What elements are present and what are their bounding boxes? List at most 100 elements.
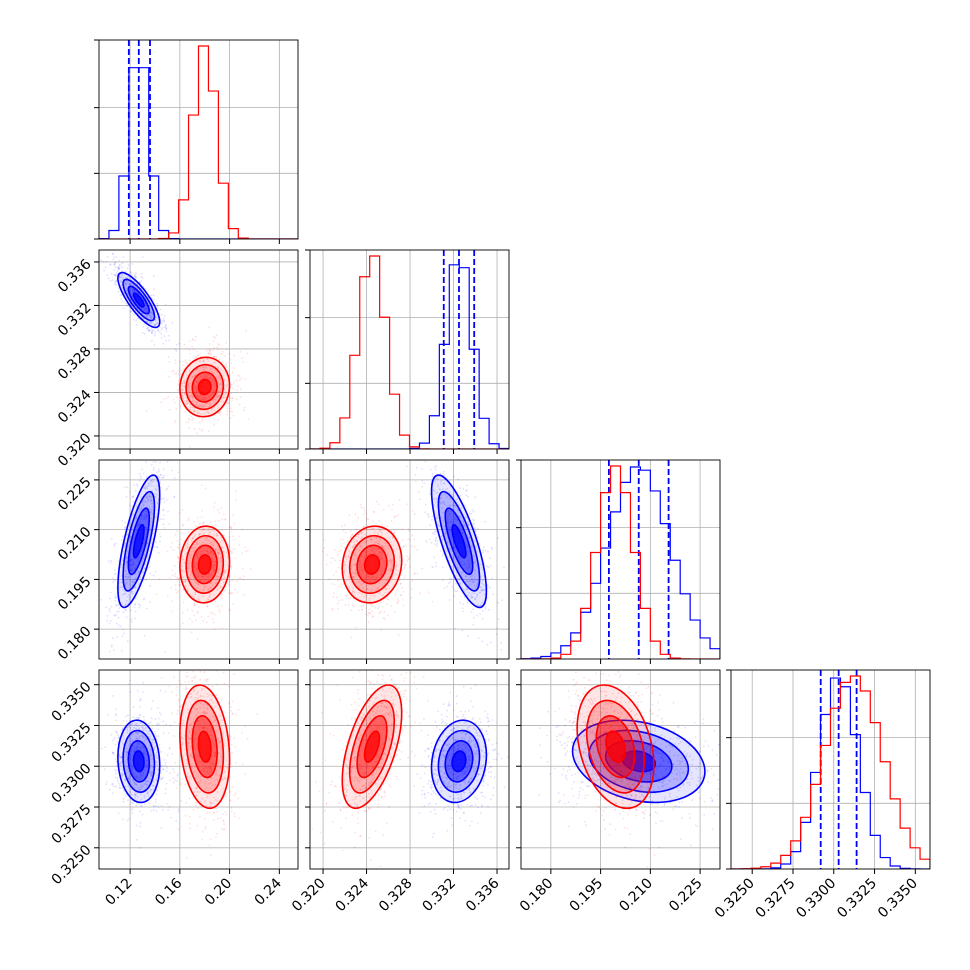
sample-point	[474, 560, 477, 563]
sample-point	[203, 399, 206, 402]
sample-point	[214, 382, 217, 385]
sample-point	[214, 549, 217, 552]
sample-point	[128, 504, 131, 507]
sample-point	[378, 529, 381, 532]
contour-line	[127, 285, 151, 315]
sample-point	[207, 598, 209, 601]
sample-point	[158, 330, 161, 333]
sample-point	[221, 529, 224, 532]
sample-point	[194, 581, 197, 584]
sample-point	[197, 405, 200, 408]
sample-point	[163, 320, 165, 322]
sample-point	[195, 788, 198, 791]
sample-point	[132, 561, 135, 564]
sample-point	[138, 523, 141, 525]
sample-point	[133, 290, 136, 293]
sample-point	[134, 731, 137, 734]
sample-point	[137, 725, 140, 728]
sample-point	[193, 521, 195, 523]
y-tick-label: 0.320	[55, 430, 95, 470]
sample-point	[190, 578, 193, 581]
sample-point	[378, 551, 381, 554]
sample-point	[196, 630, 198, 632]
sample-point	[135, 518, 138, 520]
sample-point	[188, 555, 190, 558]
sample-point	[217, 419, 219, 422]
sample-point	[114, 596, 117, 599]
sample-point	[124, 603, 127, 606]
sample-point	[214, 369, 217, 371]
sample-point	[109, 263, 112, 266]
sample-point	[241, 528, 244, 531]
sample-point	[384, 548, 387, 551]
sample-point	[149, 737, 152, 740]
sample-point	[469, 579, 472, 582]
sample-point	[186, 389, 189, 391]
sample-point	[192, 348, 195, 351]
sample-point	[204, 782, 207, 785]
sample-point	[128, 736, 131, 739]
sample-point	[139, 778, 141, 781]
sample-point	[113, 256, 115, 258]
sample-point	[408, 530, 411, 532]
sample-point	[221, 369, 224, 372]
sample-point	[476, 527, 479, 530]
sample-point	[174, 572, 177, 575]
sample-point	[194, 374, 196, 377]
sample-point	[177, 373, 180, 375]
sample-point	[460, 560, 463, 563]
sample-point	[193, 614, 196, 617]
sample-point	[111, 644, 113, 647]
sample-point	[106, 256, 109, 258]
sample-point	[222, 828, 225, 831]
sample-point	[154, 798, 157, 801]
sample-point	[202, 589, 205, 592]
sample-point	[122, 800, 125, 803]
sample-point	[373, 589, 375, 592]
sample-point	[144, 510, 146, 513]
sample-point	[193, 791, 196, 794]
sample-point	[155, 793, 158, 796]
sample-point	[362, 525, 365, 528]
sample-point	[179, 405, 182, 408]
sample-point	[178, 342, 181, 345]
sample-point	[473, 519, 475, 522]
sample-point	[135, 824, 138, 827]
sample-point	[193, 562, 195, 564]
sample-point	[178, 360, 181, 363]
sample-point	[416, 572, 419, 575]
sample-point	[106, 274, 109, 277]
sample-point	[211, 734, 214, 736]
sample-point	[449, 522, 452, 524]
sample-point	[152, 700, 154, 702]
sample-point	[120, 276, 123, 279]
sample-point	[133, 750, 135, 753]
sample-point	[183, 382, 186, 385]
sample-point	[122, 256, 125, 258]
sample-point	[135, 784, 138, 786]
sample-point	[191, 754, 193, 756]
sample-point	[181, 524, 184, 527]
sample-point	[141, 785, 144, 788]
sample-point	[387, 559, 390, 562]
sample-point	[159, 461, 161, 464]
sample-point	[436, 517, 439, 519]
sample-point	[155, 754, 158, 757]
sample-point	[193, 549, 196, 552]
sample-point	[462, 487, 465, 490]
sample-point	[125, 284, 128, 287]
sample-point	[155, 493, 158, 496]
sample-point	[389, 570, 392, 573]
sample-point	[362, 542, 365, 544]
sample-point	[225, 393, 228, 395]
sample-point	[387, 552, 389, 554]
sample-point	[358, 591, 360, 594]
sample-point	[147, 499, 150, 502]
sample-point	[143, 538, 146, 540]
sample-point	[361, 605, 363, 607]
sample-point	[347, 556, 350, 558]
sample-point	[193, 567, 196, 569]
panel-frame	[309, 459, 510, 660]
sample-point	[155, 779, 158, 782]
sample-point	[373, 511, 376, 514]
